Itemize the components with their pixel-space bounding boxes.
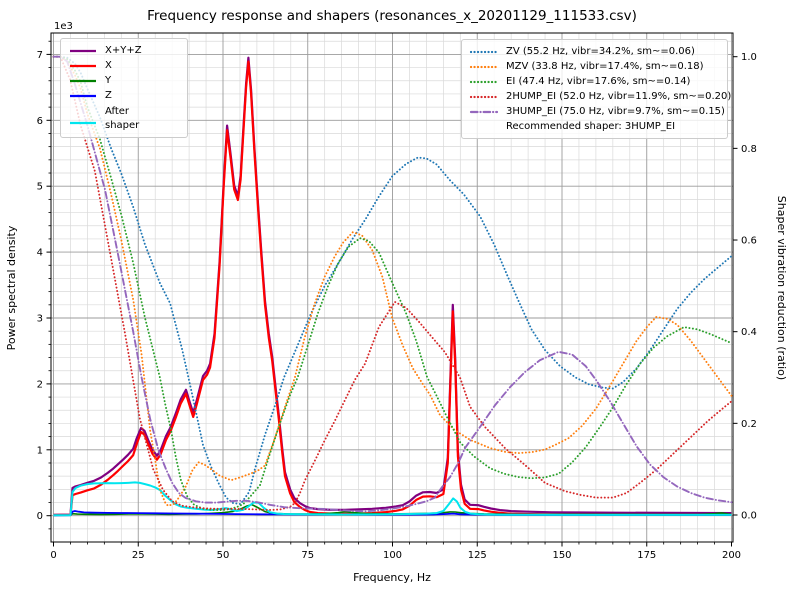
- y-axis-offset-text: 1e3: [54, 21, 73, 32]
- legend-entry: Y: [68, 73, 179, 88]
- legend-swatch-solid: [70, 49, 96, 52]
- legend-entry: 2HUMP_EI (52.0 Hz, vibr=11.9%, sm~=0.20): [469, 89, 731, 104]
- y-left-tick-label: 3: [37, 314, 43, 325]
- y-left-tick-label: 6: [37, 116, 43, 127]
- legend-entry-label: MZV (33.8 Hz, vibr=17.4%, sm~=0.18): [506, 61, 704, 72]
- legend-entry: MZV (33.8 Hz, vibr=17.4%, sm~=0.18): [469, 59, 719, 74]
- curve-zv: [52, 55, 733, 505]
- curve-ei: [52, 55, 733, 511]
- x-tick-label: 125: [468, 550, 487, 561]
- y-left-axis-label: Power spectral density: [5, 225, 18, 350]
- legend-swatch-dotted: [469, 80, 499, 83]
- x-tick-label: 100: [383, 550, 402, 561]
- legend-entry-label: 2HUMP_EI (52.0 Hz, vibr=11.9%, sm~=0.20): [506, 91, 732, 102]
- x-tick-label: 175: [637, 550, 656, 561]
- legend-entry-label: Z: [105, 90, 112, 101]
- legend-entry: X+Y+Z: [68, 43, 179, 58]
- y-right-axis-label: Shaper vibration reduction (ratio): [775, 196, 788, 380]
- x-axis-label: Frequency, Hz: [353, 571, 431, 584]
- legend-entry-label: EI (47.4 Hz, vibr=17.6%, sm~=0.14): [506, 76, 691, 87]
- legend-swatch-solid: [70, 64, 96, 67]
- legend-swatch-solid: [70, 121, 96, 125]
- y-left-tick-label: 0: [37, 511, 43, 522]
- legend-swatch-dotted: [469, 65, 499, 68]
- legend-swatch-solid: [70, 94, 96, 97]
- curve-x: [53, 60, 732, 517]
- x-tick-label: 200: [722, 550, 741, 561]
- y-right-tick-label: 0.8: [741, 144, 757, 155]
- y-right-tick-label: 0.0: [741, 511, 757, 522]
- legend-recommended-shaper: Recommended shaper: 3HUMP_EI: [506, 121, 676, 132]
- legend-swatch-dotted: [469, 50, 499, 53]
- y-right-tick-label: 1.0: [741, 52, 757, 63]
- legend-entry-label: ZV (55.2 Hz, vibr=34.2%, sm~=0.06): [506, 46, 695, 57]
- y-right-tick-label: 0.2: [741, 419, 757, 430]
- legend-shapers: ZV (55.2 Hz, vibr=34.2%, sm~=0.06) MZV (3…: [461, 39, 731, 139]
- tick-marks: [46, 40, 738, 547]
- legend-entry-label: Y: [105, 75, 112, 86]
- y-left-tick-label: 7: [37, 50, 43, 61]
- legend-entry: Z: [68, 88, 179, 103]
- x-tick-label: 25: [132, 550, 145, 561]
- legend-entry: 3HUMP_EI (75.0 Hz, vibr=9.7%, sm~=0.15): [469, 104, 725, 119]
- curve-after-shaper: [53, 481, 732, 517]
- y-left-tick-label: 5: [37, 182, 43, 193]
- y-left-tick-label: 2: [37, 379, 43, 390]
- legend-entry-label: After shaper: [105, 106, 140, 131]
- x-tick-label: 50: [217, 550, 230, 561]
- legend-entry: After shaper: [68, 103, 179, 133]
- tick-labels: 0 25 50 75 100 125 150 175 200 0 1 2 3 4 5 6 7 0.0 0.2 0.4 0…: [37, 50, 757, 561]
- legend-swatch-dotted: [469, 95, 499, 98]
- legend-swatch-dashdot: [469, 110, 499, 113]
- legend-entry-label: 3HUMP_EI (75.0 Hz, vibr=9.7%, sm~=0.15): [506, 106, 725, 117]
- curve-2hump-ei: [52, 55, 733, 511]
- legend-entry-label: X+Y+Z: [105, 45, 142, 56]
- legend-psd: X+Y+Z X Y Z After shaper: [60, 38, 188, 138]
- legend-swatch-solid: [70, 79, 96, 82]
- x-tick-label: 150: [552, 550, 571, 561]
- x-tick-label: 75: [301, 550, 314, 561]
- curves: [52, 55, 733, 517]
- x-tick-label: 0: [50, 550, 56, 561]
- curve-mzv: [52, 55, 733, 507]
- y-right-tick-label: 0.6: [741, 236, 757, 247]
- chart-title: Frequency response and shapers (resonanc…: [147, 8, 637, 24]
- legend-entry: ZV (55.2 Hz, vibr=34.2%, sm~=0.06): [469, 44, 719, 59]
- y-right-tick-label: 0.4: [741, 327, 757, 338]
- curve-3hump-ei: [52, 55, 733, 513]
- legend-entry: X: [68, 58, 179, 73]
- y-left-tick-label: 1: [37, 445, 43, 456]
- y-left-tick-label: 4: [37, 248, 43, 259]
- legend-entry: EI (47.4 Hz, vibr=17.6%, sm~=0.14): [469, 74, 719, 89]
- legend-entry-label: X: [105, 60, 112, 71]
